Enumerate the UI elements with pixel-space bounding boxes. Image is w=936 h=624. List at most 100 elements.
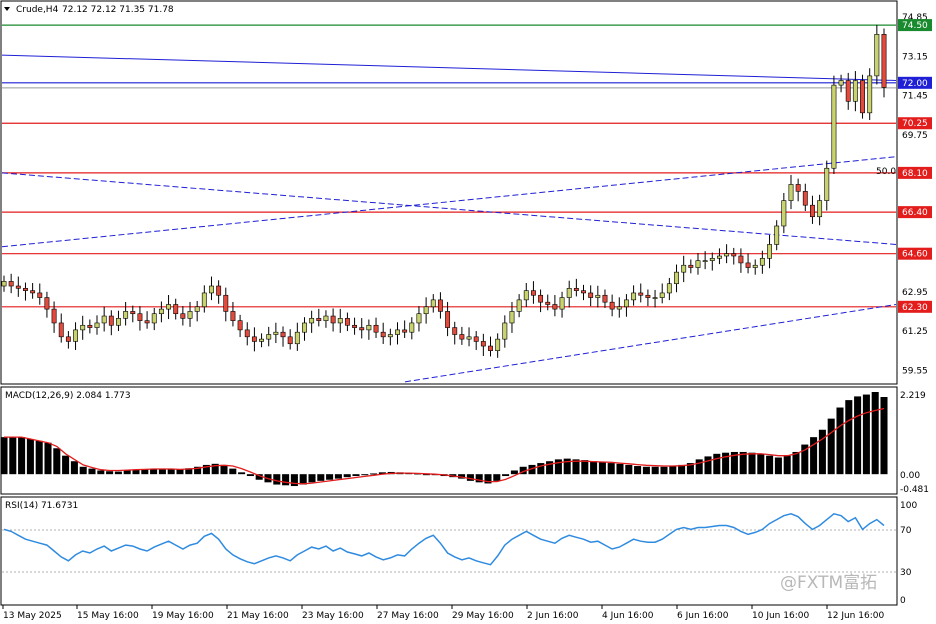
candle-body[interactable] (344, 318, 350, 326)
macd-panel[interactable]: MACD(12,26,9) 2.084 1.773 2.219 0.00 -0.… (0, 386, 929, 495)
candle-body[interactable] (595, 294, 601, 298)
candle-body[interactable] (731, 253, 737, 257)
candle-body[interactable] (738, 255, 744, 264)
candle-body[interactable] (459, 334, 465, 340)
symbol-dropdown-icon[interactable] (4, 7, 10, 11)
candle-body[interactable] (116, 318, 121, 326)
candle-body[interactable] (251, 336, 257, 342)
candle-body[interactable] (87, 324, 93, 328)
candle-body[interactable] (874, 34, 880, 77)
candle-body[interactable] (623, 299, 629, 308)
candle-body[interactable] (774, 225, 780, 245)
candle-body[interactable] (373, 324, 379, 333)
candle-body[interactable] (30, 290, 36, 294)
candle-body[interactable] (366, 324, 372, 331)
candle-body[interactable] (309, 318, 315, 324)
rsi-panel[interactable]: RSI(14) 71.6731 100 70 30 0 @FXTM富拓 (0, 496, 917, 606)
candle-body[interactable] (745, 262, 751, 268)
candle-body[interactable] (230, 311, 236, 321)
candle-body[interactable] (445, 311, 451, 328)
candle-body[interactable] (294, 331, 300, 345)
candle-body[interactable] (674, 271, 679, 285)
lower-channel-line[interactable] (404, 303, 897, 383)
candle-body[interactable] (824, 167, 830, 201)
candle-body[interactable] (523, 290, 529, 301)
candle-body[interactable] (602, 294, 608, 303)
candle-body[interactable] (187, 311, 193, 319)
price-panel[interactable]: Crude,H4 72.12 72.12 71.35 71.78 50.0 (0, 0, 898, 385)
ascending-trendline[interactable] (1, 156, 897, 248)
candle-body[interactable] (588, 292, 594, 298)
candle-body[interactable] (144, 320, 150, 324)
candle-body[interactable] (58, 322, 64, 338)
candle-body[interactable] (502, 322, 508, 340)
candle-body[interactable] (652, 297, 658, 299)
candle-body[interactable] (695, 260, 701, 268)
candle-body[interactable] (838, 80, 844, 86)
candle-body[interactable] (8, 281, 14, 287)
candle-body[interactable] (709, 258, 715, 261)
candle-body[interactable] (387, 334, 393, 338)
candle-body[interactable] (266, 334, 272, 340)
candle-body[interactable] (552, 304, 558, 310)
candle-body[interactable] (1, 281, 7, 287)
candle-body[interactable] (867, 75, 873, 114)
candle-body[interactable] (509, 311, 515, 324)
candle-body[interactable] (23, 288, 28, 291)
candle-body[interactable] (631, 292, 637, 301)
candle-body[interactable] (752, 264, 758, 268)
candle-body[interactable] (237, 320, 243, 331)
candle-body[interactable] (223, 294, 229, 312)
candle-body[interactable] (273, 331, 279, 335)
candle-body[interactable] (316, 318, 322, 321)
candle-body[interactable] (860, 80, 865, 114)
candle-body[interactable] (130, 311, 136, 315)
candle-body[interactable] (166, 304, 171, 310)
candle-body[interactable] (452, 327, 458, 335)
candle-body[interactable] (759, 258, 765, 266)
candle-body[interactable] (108, 315, 114, 326)
candle-body[interactable] (566, 288, 572, 298)
candle-body[interactable] (287, 336, 293, 345)
candle-body[interactable] (495, 338, 501, 351)
candle-body[interactable] (73, 329, 78, 342)
candle-body[interactable] (65, 336, 71, 342)
candle-body[interactable] (51, 308, 57, 324)
candle-body[interactable] (638, 292, 644, 296)
candle-body[interactable] (280, 331, 286, 338)
candle-body[interactable] (767, 244, 772, 259)
candle-body[interactable] (15, 285, 21, 289)
candle-body[interactable] (94, 322, 100, 328)
candle-body[interactable] (302, 322, 307, 333)
candle-body[interactable] (395, 329, 400, 335)
candle-body[interactable] (530, 290, 536, 296)
candle-body[interactable] (681, 264, 687, 273)
candle-body[interactable] (337, 318, 343, 324)
candle-body[interactable] (359, 327, 365, 331)
candle-body[interactable] (817, 200, 823, 218)
candle-body[interactable] (831, 84, 837, 169)
candle-body[interactable] (173, 304, 179, 315)
candle-body[interactable] (559, 297, 565, 310)
candle-body[interactable] (80, 324, 86, 331)
candle-body[interactable] (724, 253, 730, 257)
candle-body[interactable] (194, 306, 200, 312)
candle-body[interactable] (795, 184, 801, 192)
candle-body[interactable] (645, 294, 651, 298)
descending-trendline[interactable] (1, 172, 897, 245)
candle-body[interactable] (158, 308, 164, 315)
candle-body[interactable] (180, 313, 186, 319)
candle-body[interactable] (688, 264, 694, 268)
candle-body[interactable] (430, 299, 436, 308)
candle-body[interactable] (101, 315, 107, 324)
candle-body[interactable] (516, 299, 522, 312)
candle-body[interactable] (209, 285, 214, 294)
candle-body[interactable] (423, 306, 429, 315)
candle-body[interactable] (480, 341, 486, 347)
candle-body[interactable] (545, 301, 551, 305)
candle-body[interactable] (609, 301, 615, 310)
candle-body[interactable] (137, 313, 143, 321)
candle-body[interactable] (123, 311, 129, 319)
candle-body[interactable] (259, 338, 265, 342)
